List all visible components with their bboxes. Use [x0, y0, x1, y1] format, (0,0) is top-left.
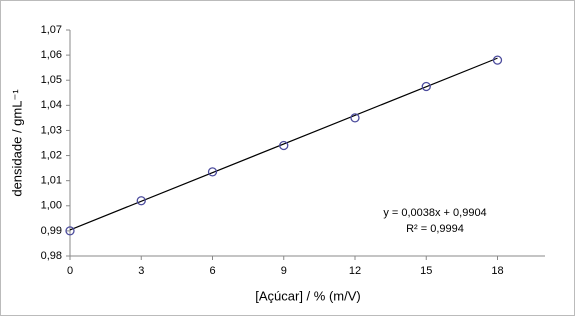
y-tick-label: 1,02 [41, 149, 62, 161]
y-tick-label: 0,98 [41, 250, 62, 262]
x-tick-label: 3 [138, 265, 144, 277]
y-tick-label: 1,07 [41, 24, 62, 36]
y-tick-label: 1,06 [41, 49, 62, 61]
equation: y = 0,0038x + 0,9904 [383, 207, 486, 219]
x-tick-label: 12 [349, 265, 361, 277]
data-point [136, 196, 146, 206]
x-tick-label: 9 [281, 265, 287, 277]
data-point [421, 81, 431, 92]
x-tick-label: 18 [491, 265, 503, 277]
data-point [350, 113, 360, 123]
x-tick-label: 15 [420, 265, 432, 277]
y-tick-label: 1,03 [41, 124, 62, 136]
data-point [279, 140, 289, 151]
y-tick-label: 1,05 [41, 74, 62, 86]
x-axis-label: [Açúcar] / % (m/V) [255, 288, 360, 303]
r-squared: R² = 0,9994 [406, 223, 464, 235]
y-tick-label: 1,00 [41, 200, 62, 212]
y-tick-label: 0,99 [41, 225, 62, 237]
x-tick-label: 6 [209, 265, 215, 277]
data-point [207, 167, 218, 177]
trendline [69, 57, 498, 231]
data-point [492, 55, 503, 65]
y-tick-label: 1,04 [41, 99, 62, 111]
x-tick-label: 0 [67, 265, 73, 277]
y-tick-label: 1,01 [41, 175, 62, 187]
data-point [65, 226, 75, 236]
y-axis-label: densidade / gmL⁻¹ [9, 89, 24, 197]
